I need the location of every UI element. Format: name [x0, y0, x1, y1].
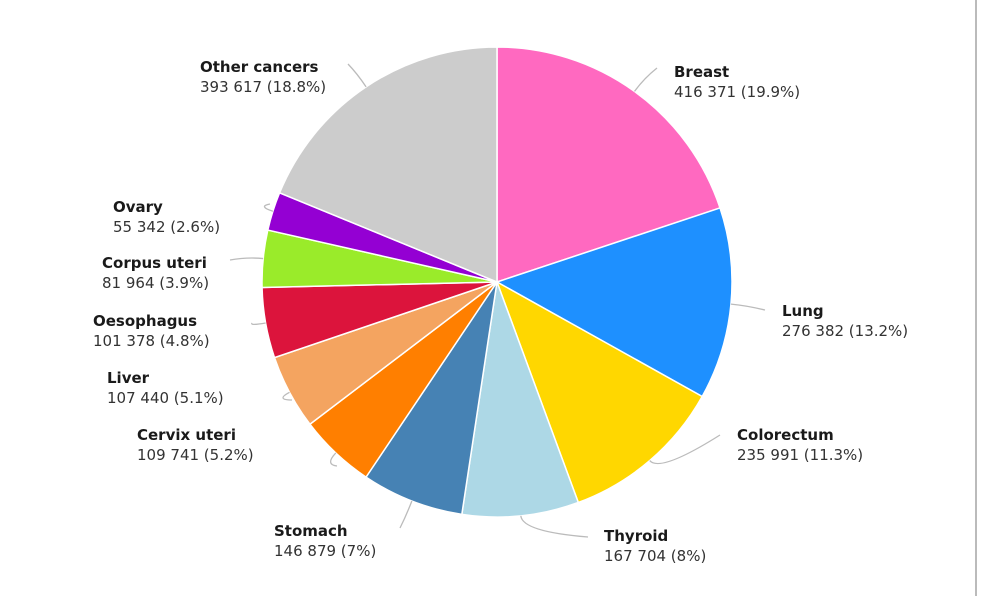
slice-label-cervix-uteri: Cervix uteri — [137, 426, 236, 444]
slice-value-liver: 107 440 (5.1%) — [107, 389, 224, 407]
slice-value-stomach: 146 879 (7%) — [274, 542, 376, 560]
leader-line-thyroid — [520, 515, 589, 538]
slice-value-lung: 276 382 (13.2%) — [782, 322, 908, 340]
pie-slice-breast — [496, 46, 721, 284]
leader-line-ovary — [263, 203, 274, 212]
slice-value-oesophagus: 101 378 (4.8%) — [93, 332, 210, 350]
slice-label-colorectum: Colorectum — [737, 426, 834, 444]
slice-label-breast: Breast — [674, 63, 729, 81]
slice-value-corpus-uteri: 81 964 (3.9%) — [102, 274, 209, 292]
leader-line-colorectum — [649, 434, 721, 465]
slice-value-colorectum: 235 991 (11.3%) — [737, 446, 863, 464]
pie-slice-stomach — [364, 281, 498, 516]
slice-value-thyroid: 167 704 (8%) — [604, 547, 706, 565]
slice-label-oesophagus: Oesophagus — [93, 312, 197, 330]
leader-line-lung — [730, 303, 766, 311]
slice-value-cervix-uteri: 109 741 (5.2%) — [137, 446, 254, 464]
leader-line-stomach — [399, 500, 413, 529]
slice-value-ovary: 55 342 (2.6%) — [113, 218, 220, 236]
slice-label-corpus-uteri: Corpus uteri — [102, 254, 207, 272]
leader-line-other-cancers — [347, 63, 367, 88]
slice-label-thyroid: Thyroid — [604, 527, 668, 545]
slice-label-stomach: Stomach — [274, 522, 348, 540]
slice-label-liver: Liver — [107, 369, 150, 387]
leader-line-corpus-uteri — [229, 257, 264, 261]
leader-line-breast — [633, 67, 658, 92]
pie-slice-lung — [495, 206, 733, 398]
right-border — [975, 0, 977, 596]
slice-label-lung: Lung — [782, 302, 824, 320]
slice-value-breast: 416 371 (19.9%) — [674, 83, 800, 101]
pie-slice-other-cancers — [278, 46, 498, 284]
leader-line-oesophagus — [251, 322, 266, 326]
slice-label-ovary: Ovary — [113, 198, 163, 216]
slice-label-other-cancers: Other cancers — [200, 58, 319, 76]
leader-line-cervix-uteri — [329, 452, 338, 467]
leader-line-liver — [282, 391, 293, 401]
slice-value-other-cancers: 393 617 (18.8%) — [200, 78, 326, 96]
